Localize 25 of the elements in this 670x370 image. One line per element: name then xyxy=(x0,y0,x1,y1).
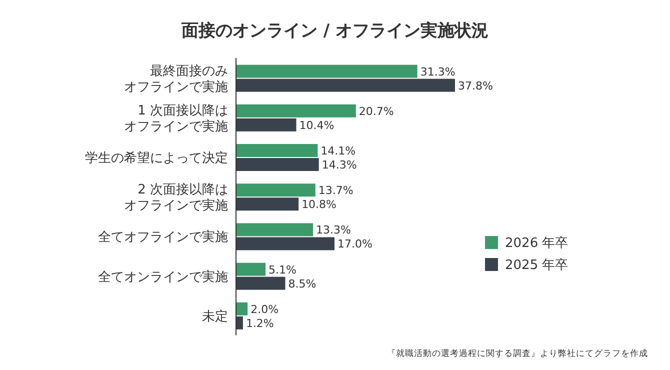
category-label: 全てオフラインで実施 xyxy=(98,230,228,246)
value-label: 14.3% xyxy=(322,158,357,172)
legend-label: 2025 年卒 xyxy=(505,258,568,273)
category-label: 最終面接のみオフラインで実施 xyxy=(124,64,228,95)
value-label: 13.3% xyxy=(316,224,351,237)
value-label: 31.3% xyxy=(420,65,456,78)
value-label: 20.7% xyxy=(358,104,394,118)
value-label: 14.1% xyxy=(320,144,356,158)
value-label: 17.0% xyxy=(338,238,372,251)
value-label: 1.2% xyxy=(246,316,274,330)
category-label: 2 次面接以降はオフラインで実施 xyxy=(124,182,228,214)
annotation: 『就職活動の選考過程に関する調査』より弊社にてグラフを作成 xyxy=(387,349,648,359)
value-label: 37.8% xyxy=(458,79,493,92)
value-label: 10.4% xyxy=(299,118,334,132)
value-label: 5.1% xyxy=(268,263,296,276)
category-label: 1 次面接以降はオフラインで実施 xyxy=(124,103,228,134)
category-label: 全てオンラインで実施 xyxy=(98,270,228,285)
category-label: 未定 xyxy=(202,309,228,324)
value-label: 13.7% xyxy=(318,184,354,198)
value-label: 8.5% xyxy=(288,277,316,290)
title: 面接のオンライン / オフライン実施状況 xyxy=(181,21,489,41)
legend-label: 2026 年卒 xyxy=(505,236,568,251)
value-label: 2.0% xyxy=(250,302,279,316)
category-label: 学生の希望によって決定 xyxy=(85,151,228,166)
value-label: 10.8% xyxy=(302,198,337,212)
